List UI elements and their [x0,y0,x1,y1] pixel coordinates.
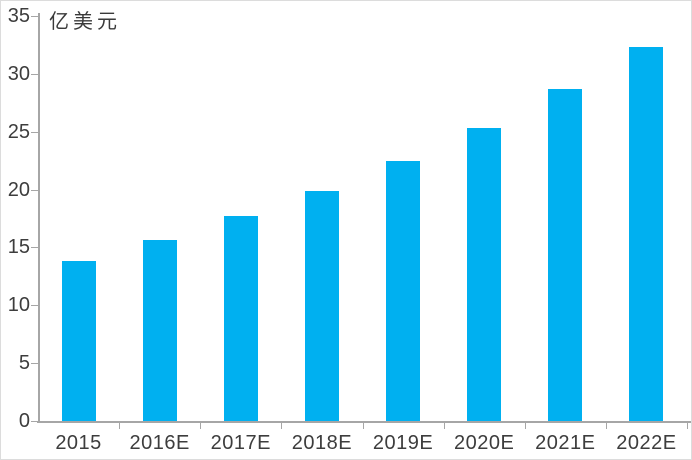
y-axis-tick-mark [31,131,38,133]
y-axis-unit-label: 亿美元 [49,9,121,33]
y-axis-tick-mark [31,421,38,422]
bar [304,190,339,421]
x-axis-tick-label: 2018E [291,432,353,454]
x-axis-line [37,421,691,423]
y-axis-tick-label: 5 [18,352,30,375]
y-axis-tick-label: 25 [7,120,30,143]
y-axis-tick-label: 35 [7,5,30,27]
x-axis-tick-label: 2017E [210,432,271,454]
x-axis-tick-label: 2015 [55,432,102,454]
y-axis-tick-label: 15 [7,236,30,259]
x-axis-tick-mark [200,423,202,429]
x-axis-tick-mark [605,423,607,429]
y-axis-tick-label: 20 [7,178,30,201]
y-axis-tick-mark [31,247,38,249]
y-axis-tick-label: 0 [18,410,30,432]
y-axis-tick-mark [31,16,38,17]
y-axis-tick-mark [31,363,38,365]
x-axis-tick-label: 2021E [535,432,596,454]
x-axis-tick-mark [281,423,283,429]
bar [386,160,421,421]
bar [142,240,177,421]
x-axis-tick-label: 2019E [372,432,434,454]
x-axis-tick-label: 2020E [454,432,515,454]
y-axis-tick-label: 10 [7,294,30,317]
x-axis-tick-label: 2022E [616,432,677,454]
y-axis-tick-mark [31,305,38,307]
x-axis-tick-mark [524,423,526,429]
y-axis-line [38,13,40,423]
x-axis-tick-label: 2016E [129,432,190,454]
x-axis-tick-mark [362,423,364,429]
x-axis-tick-mark [119,423,121,429]
y-axis-tick-mark [31,189,38,191]
y-axis-tick-mark [31,73,38,75]
y-axis-tick-label: 30 [7,62,30,85]
bar [467,128,502,421]
x-axis-tick-mark [443,423,445,429]
bar [223,216,258,421]
bar [61,261,96,421]
bar [629,47,664,421]
bar [548,88,583,421]
x-axis-tick-mark [687,423,688,429]
